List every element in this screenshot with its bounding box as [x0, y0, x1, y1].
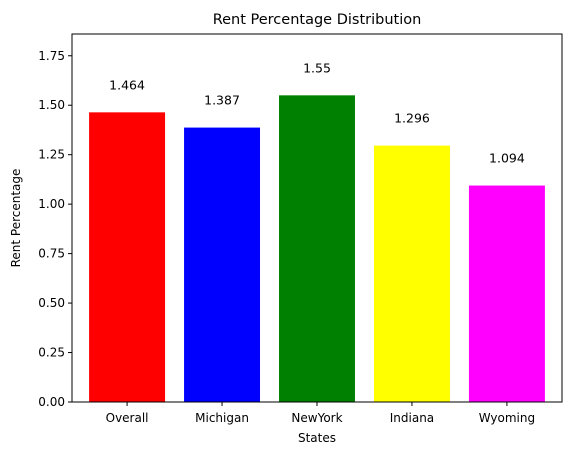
x-tick-label: Indiana — [390, 411, 434, 425]
bar-newyork — [279, 95, 355, 402]
plot-frame — [71, 33, 563, 403]
data-label-indiana: 1.296 — [394, 111, 430, 126]
data-label-newyork: 1.55 — [303, 60, 331, 75]
data-label-overall: 1.464 — [109, 77, 145, 92]
data-label-michigan: 1.387 — [204, 93, 240, 108]
y-tick-label: 0.25 — [38, 346, 65, 360]
bar-indiana — [373, 145, 450, 402]
y-tick-label: 0.75 — [38, 247, 65, 261]
y-tick-label: 0.00 — [38, 395, 65, 409]
chart-title: Rent Percentage Distribution — [213, 12, 422, 28]
y-tick-label: 0.50 — [38, 296, 65, 310]
bar-overall — [89, 112, 166, 402]
x-tick-label: Wyoming — [479, 411, 535, 425]
data-label-wyoming: 1.094 — [489, 151, 525, 166]
x-axis: Overall Michigan NewYork Indiana Wyoming — [106, 402, 535, 425]
y-tick-label: 1.25 — [38, 148, 65, 162]
y-tick-label: 1.00 — [38, 197, 65, 211]
y-axis: 0.00 0.25 0.50 0.75 1.00 1.25 1.50 1.75 — [38, 49, 72, 409]
x-tick-label: NewYork — [291, 411, 342, 425]
y-tick-label: 1.75 — [38, 49, 65, 63]
bar-wyoming — [468, 185, 545, 402]
data-labels-group: 1.464 1.387 1.55 1.296 1.094 — [109, 60, 525, 165]
y-axis-label: Rent Percentage — [9, 169, 23, 268]
bar-michigan — [184, 127, 261, 402]
bars-group — [89, 95, 545, 402]
y-tick-label: 1.50 — [38, 98, 65, 112]
x-axis-label: States — [298, 431, 336, 445]
x-tick-label: Michigan — [195, 411, 249, 425]
x-tick-label: Overall — [106, 411, 149, 425]
